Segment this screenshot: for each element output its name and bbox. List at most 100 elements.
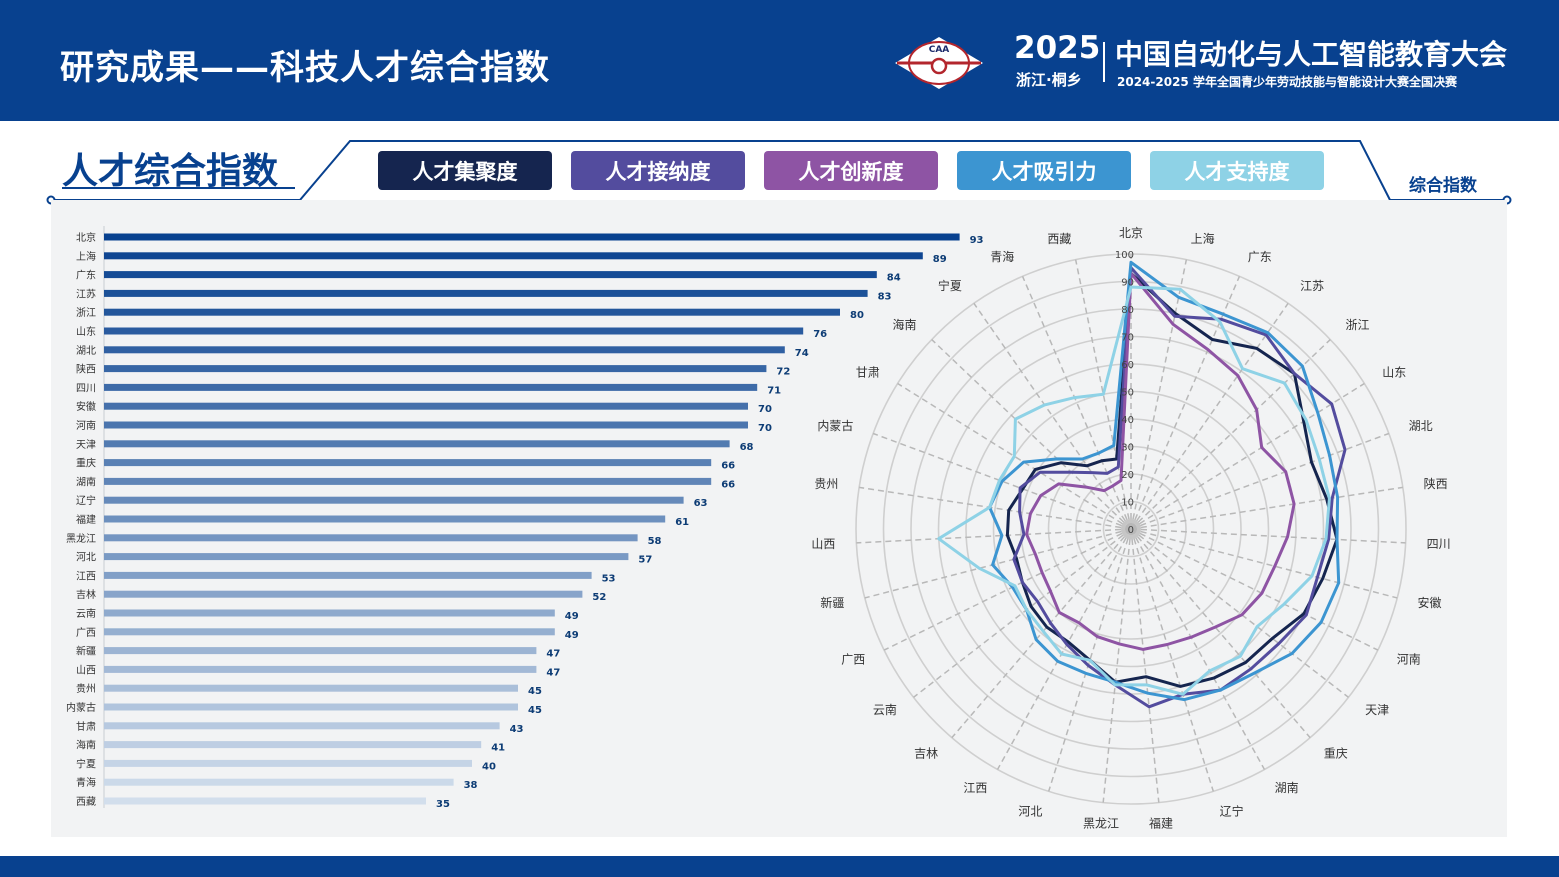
- bar-category-label: 河北: [76, 552, 96, 564]
- bar: [104, 402, 748, 410]
- bar: [104, 365, 767, 373]
- radar-spoke: [872, 432, 1132, 530]
- bar-value-label: 35: [436, 799, 450, 810]
- radar-spoke: [1130, 528, 1160, 803]
- bar-value-label: 63: [694, 498, 708, 509]
- radar-spoke: [883, 528, 1132, 651]
- radar-category-label: 湖北: [1409, 418, 1433, 433]
- bar-category-label: 新疆: [76, 645, 96, 658]
- radar-spoke: [1130, 275, 1241, 530]
- radar-category-label: 山西: [811, 537, 835, 551]
- radar-spoke: [951, 528, 1132, 739]
- radar-spoke: [1130, 259, 1188, 530]
- bar: [104, 797, 426, 805]
- bar-category-label: 黑龙江: [66, 532, 96, 545]
- radar-category-label: 青海: [990, 249, 1014, 264]
- radar-spoke: [1130, 338, 1331, 530]
- radar-spoke: [1130, 528, 1266, 770]
- footer-bar: [0, 856, 1559, 877]
- bar-category-label: 浙江: [76, 307, 96, 319]
- bar-category-label: 甘肃: [76, 720, 96, 733]
- bar-value-label: 66: [721, 479, 735, 490]
- radar-category-label: 宁夏: [938, 278, 962, 293]
- header-bar: 研究成果——科技人才综合指数 CAA 2025 浙江·桐乡 中国自动化与人工智能…: [0, 0, 1559, 121]
- radar-spoke: [1130, 528, 1398, 599]
- bar: [104, 759, 472, 767]
- bar: [104, 553, 629, 561]
- radar-category-label: 江西: [963, 781, 987, 795]
- radar-spoke: [1074, 259, 1132, 530]
- radar-spoke: [913, 528, 1132, 698]
- bar-value-label: 45: [528, 686, 542, 697]
- legend-talent-attraction[interactable]: 人才吸引力: [957, 151, 1131, 190]
- bar-category-label: 广东: [76, 269, 96, 282]
- radar-tick-label: 20: [1121, 470, 1134, 481]
- bar: [104, 440, 730, 448]
- radar-spoke: [897, 382, 1132, 530]
- bar: [104, 647, 537, 655]
- bar: [104, 459, 712, 467]
- bar: [104, 327, 804, 335]
- bar: [104, 665, 537, 673]
- bar-category-label: 江苏: [76, 287, 96, 300]
- radar-spoke: [1047, 528, 1132, 792]
- bar: [104, 609, 555, 617]
- bar-category-label: 重庆: [76, 457, 96, 470]
- bar-value-label: 49: [565, 611, 579, 622]
- radar-spoke: [859, 486, 1132, 530]
- bar-category-label: 湖南: [76, 475, 96, 488]
- bar-value-label: 80: [850, 310, 864, 321]
- radar-spoke: [1130, 432, 1390, 530]
- brand-divider: [1103, 42, 1105, 82]
- bar-category-label: 上海: [76, 250, 96, 263]
- bar-value-label: 40: [482, 761, 496, 772]
- legend-talent-innovation[interactable]: 人才创新度: [764, 151, 938, 190]
- radar-tick-label: 50: [1121, 388, 1134, 399]
- bar: [104, 289, 868, 297]
- radar-category-label: 天津: [1365, 703, 1389, 717]
- radar-spoke: [931, 338, 1132, 530]
- radar-category-label: 黑龙江: [1083, 816, 1119, 830]
- bar-value-label: 83: [878, 291, 892, 302]
- legend-talent-acceptance[interactable]: 人才接纳度: [571, 151, 745, 190]
- bar-value-label: 52: [592, 592, 606, 603]
- radar-tick-label: 60: [1121, 360, 1134, 371]
- legend-talent-concentration[interactable]: 人才集聚度: [378, 151, 552, 190]
- bar-value-label: 84: [887, 273, 901, 284]
- radar-series-line: [937, 285, 1331, 696]
- radar-category-label: 贵州: [814, 477, 838, 491]
- bar-category-label: 西藏: [76, 796, 96, 808]
- brand-place: 浙江·桐乡: [1016, 71, 1082, 89]
- radar-category-label: 浙江: [1346, 318, 1370, 332]
- bar: [104, 515, 666, 523]
- bar: [104, 383, 758, 391]
- bar: [104, 722, 500, 730]
- radar-category-label: 新疆: [820, 595, 844, 610]
- bar-value-label: 58: [648, 536, 662, 547]
- radar-category-label: 甘肃: [856, 365, 880, 379]
- bar-category-label: 内蒙古: [66, 701, 96, 714]
- composite-index-label: 综合指数: [1409, 176, 1477, 196]
- bar-category-label: 山西: [76, 664, 96, 676]
- radar-category-label: 西藏: [1047, 232, 1071, 246]
- radar-tick-label: 90: [1121, 278, 1134, 289]
- radar-category-label: 海南: [892, 317, 916, 332]
- radar-category-label: 吉林: [914, 747, 938, 761]
- radar-category-label: 山东: [1382, 365, 1406, 379]
- bar-value-label: 43: [510, 724, 524, 735]
- bar-value-label: 38: [464, 780, 478, 791]
- radar-series-line: [1005, 271, 1339, 688]
- caa-logo-icon: CAA: [895, 37, 983, 89]
- bar-category-label: 青海: [76, 776, 96, 789]
- bar-category-label: 天津: [76, 439, 96, 451]
- radar-category-label: 上海: [1191, 231, 1215, 246]
- bar-value-label: 70: [758, 423, 772, 434]
- bar-value-label: 49: [565, 630, 579, 641]
- bar-value-label: 93: [970, 235, 984, 246]
- bar-value-label: 57: [638, 555, 652, 566]
- radar-tick-label: 80: [1121, 305, 1134, 316]
- bar: [104, 477, 712, 485]
- legend-talent-support[interactable]: 人才支持度: [1150, 151, 1324, 190]
